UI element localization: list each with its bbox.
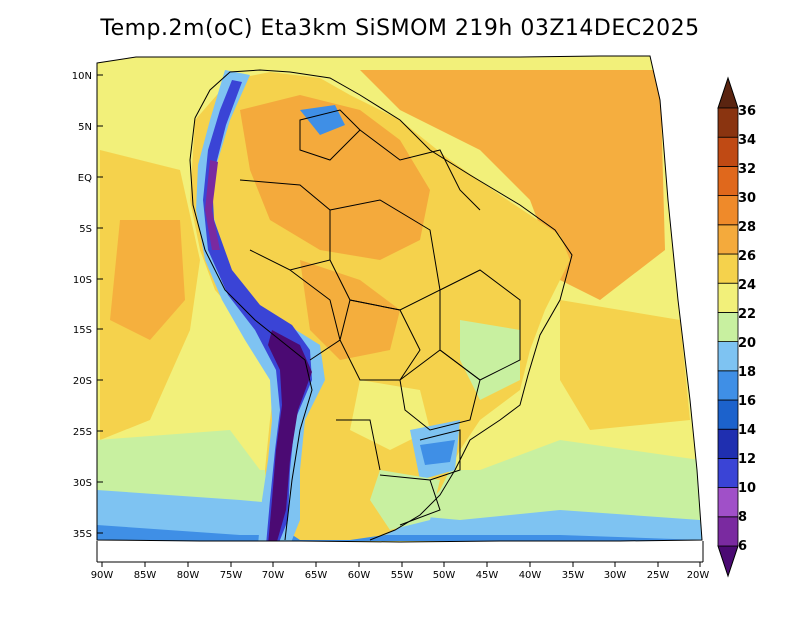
lon-label: 50W — [433, 570, 456, 581]
colorbar-segment — [717, 399, 739, 430]
lon-label: 35W — [562, 570, 585, 581]
lon-label: 20W — [687, 570, 710, 581]
colorbar-label: 30 — [738, 191, 756, 206]
lon-label: 85W — [134, 570, 157, 581]
colorbar-label: 18 — [738, 365, 756, 380]
colorbar: 6 8 10 12 14 16 18 20 22 24 26 28 30 32 … — [717, 76, 756, 578]
lat-label: 10N — [72, 71, 92, 82]
colorbar-segment — [717, 457, 739, 488]
lon-label: 55W — [391, 570, 414, 581]
map-borders — [189, 69, 573, 541]
lat-label: 15S — [73, 325, 92, 336]
lon-label: 65W — [305, 570, 328, 581]
colorbar-segment — [717, 370, 739, 401]
lon-label: 45W — [476, 570, 499, 581]
longitude-axis: 90W 85W 80W 75W 70W 65W 60W 55W 50W 45W … — [91, 541, 710, 581]
lon-label: 40W — [519, 570, 542, 581]
triangle-up-icon — [717, 76, 739, 109]
lat-label: 5N — [78, 122, 92, 133]
lon-label: 30W — [604, 570, 627, 581]
colorbar-label: 8 — [738, 510, 747, 525]
lon-label: 80W — [177, 570, 200, 581]
latitude-axis: 10N 5N EQ 5S 10S 15S 20S 25S 30S 35S — [72, 71, 103, 540]
lon-label: 25W — [647, 570, 670, 581]
triangle-down-icon — [717, 545, 739, 578]
colorbar-label: 22 — [738, 307, 756, 322]
lat-label: 20S — [73, 376, 92, 387]
domain-outline — [96, 55, 703, 543]
lon-label: 75W — [220, 570, 243, 581]
colorbar-label: 16 — [738, 394, 756, 409]
colorbar-label: 34 — [738, 133, 756, 148]
lat-label: 30S — [73, 478, 92, 489]
colorbar-segment — [717, 341, 739, 372]
colorbar-segment — [717, 311, 739, 342]
colorbar-label: 20 — [738, 336, 756, 351]
colorbar-segment — [717, 428, 739, 459]
lon-label: 70W — [262, 570, 285, 581]
lat-label: 25S — [73, 427, 92, 438]
map-title: Temp.2m(oC) Eta3km SiSMOM 219h 03Z14DEC2… — [100, 16, 700, 41]
colorbar-segment — [717, 516, 739, 547]
colorbar-label: 28 — [738, 220, 756, 235]
colorbar-label: 26 — [738, 249, 756, 264]
colorbar-label: 32 — [738, 162, 756, 177]
map-domain — [97, 56, 702, 542]
colorbar-label: 6 — [738, 539, 747, 554]
colorbar-segment — [717, 282, 739, 313]
colorbar-segment — [717, 165, 739, 196]
colorbar-label: 14 — [738, 423, 756, 438]
colorbar-segment — [717, 253, 739, 284]
lat-label: 35S — [73, 529, 92, 540]
colorbar-segment — [717, 107, 739, 138]
lon-label: 60W — [348, 570, 371, 581]
colorbar-label: 10 — [738, 481, 756, 496]
colorbar-segment — [717, 136, 739, 167]
lon-label: 90W — [91, 570, 114, 581]
colorbar-label: 12 — [738, 452, 756, 467]
colorbar-segment — [717, 195, 739, 226]
lat-label: 5S — [79, 224, 92, 235]
colorbar-segment — [717, 224, 739, 255]
colorbar-segment — [717, 487, 739, 518]
lat-label: 10S — [73, 275, 92, 286]
colorbar-label: 24 — [738, 278, 756, 293]
colorbar-label: 36 — [738, 104, 756, 119]
lat-label: EQ — [78, 173, 92, 184]
